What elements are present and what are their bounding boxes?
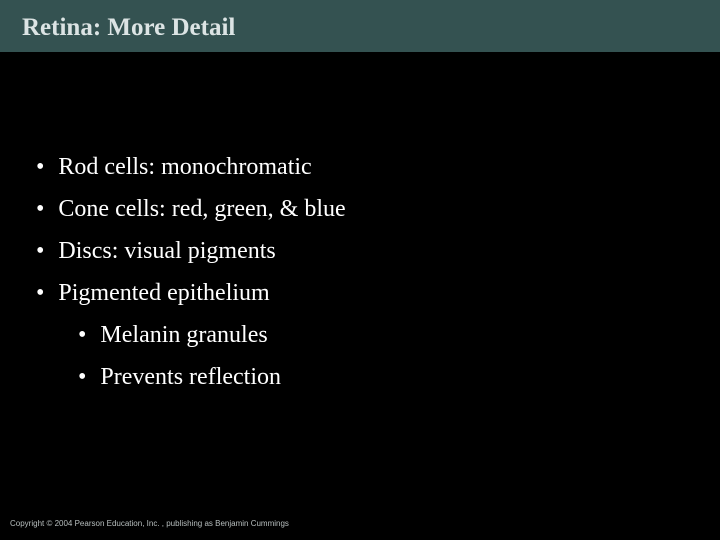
sub-bullet-text: Prevents reflection bbox=[100, 360, 281, 394]
bullet-marker: • bbox=[36, 276, 44, 310]
bullet-text: Pigmented epithelium bbox=[58, 276, 269, 310]
bullet-marker: • bbox=[78, 318, 86, 352]
slide-header: Retina: More Detail bbox=[0, 0, 720, 54]
bullet-item: • Cone cells: red, green, & blue bbox=[36, 192, 346, 226]
bullet-text: Rod cells: monochromatic bbox=[58, 150, 311, 184]
bullet-text: Discs: visual pigments bbox=[58, 234, 275, 268]
sub-bullet-text: Melanin granules bbox=[100, 318, 267, 352]
bullet-item: • Rod cells: monochromatic bbox=[36, 150, 346, 184]
bullet-text: Cone cells: red, green, & blue bbox=[58, 192, 345, 226]
sub-bullet-item: • Prevents reflection bbox=[78, 360, 346, 394]
bullet-marker: • bbox=[36, 234, 44, 268]
slide-title: Retina: More Detail bbox=[22, 14, 235, 41]
bullet-marker: • bbox=[36, 192, 44, 226]
sub-bullet-item: • Melanin granules bbox=[78, 318, 346, 352]
bullet-item: • Discs: visual pigments bbox=[36, 234, 346, 268]
bullet-marker: • bbox=[36, 150, 44, 184]
copyright-footer: Copyright © 2004 Pearson Education, Inc.… bbox=[10, 519, 289, 528]
bullet-item: • Pigmented epithelium bbox=[36, 276, 346, 310]
slide-content: • Rod cells: monochromatic • Cone cells:… bbox=[36, 150, 346, 402]
bullet-marker: • bbox=[78, 360, 86, 394]
